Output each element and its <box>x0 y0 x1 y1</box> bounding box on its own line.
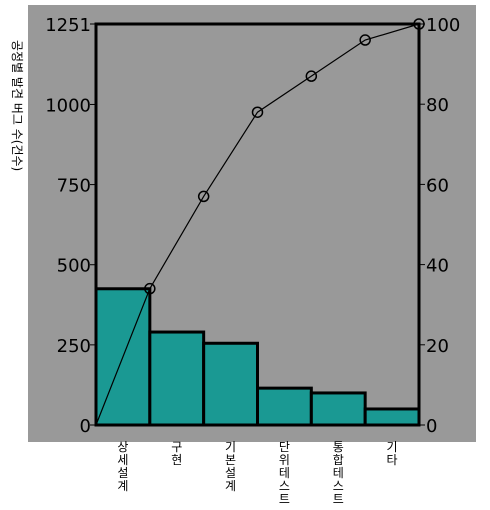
y2-tick-label: 0 <box>426 416 437 437</box>
cumulative-point <box>144 282 156 295</box>
y2-tick-label: 60 <box>426 175 449 196</box>
cumulative-line <box>95 18 425 426</box>
y-tick-label: 250 <box>57 336 91 357</box>
cumulative-point <box>305 70 318 82</box>
y-axis-ticks: 0 250 500 750 1000 1251 <box>45 15 96 437</box>
y-tick-label: 1251 <box>45 15 91 36</box>
cumulative-point <box>197 190 210 203</box>
cumulative-line-path <box>95 23 420 426</box>
y-tick-label: 500 <box>57 256 91 277</box>
y2-tick-label: 80 <box>426 95 449 116</box>
y-axis-title: 공정별 발견 버그 수(건수) <box>10 40 24 171</box>
bar <box>309 391 367 427</box>
cumulative-point <box>251 106 264 118</box>
cumulative-point <box>359 34 371 46</box>
y-tick-label: 750 <box>57 176 91 197</box>
y2-axis-ticks: 0 20 40 60 80 100 <box>419 15 460 437</box>
bar <box>363 407 421 427</box>
y2-tick-label: 40 <box>426 256 449 277</box>
y-tick-label: 0 <box>80 416 91 437</box>
y2-tick-label: 100 <box>426 15 460 36</box>
x-axis-labels: 상 세 설 계 구 현 기 본 설 계 단 위 테 스 트 통 합 테 스 트 기 타 <box>117 440 397 506</box>
y-tick-label: 1000 <box>45 95 91 116</box>
bar <box>256 386 313 427</box>
y2-tick-label: 20 <box>426 336 449 357</box>
bar <box>202 341 260 427</box>
bar <box>148 330 206 427</box>
